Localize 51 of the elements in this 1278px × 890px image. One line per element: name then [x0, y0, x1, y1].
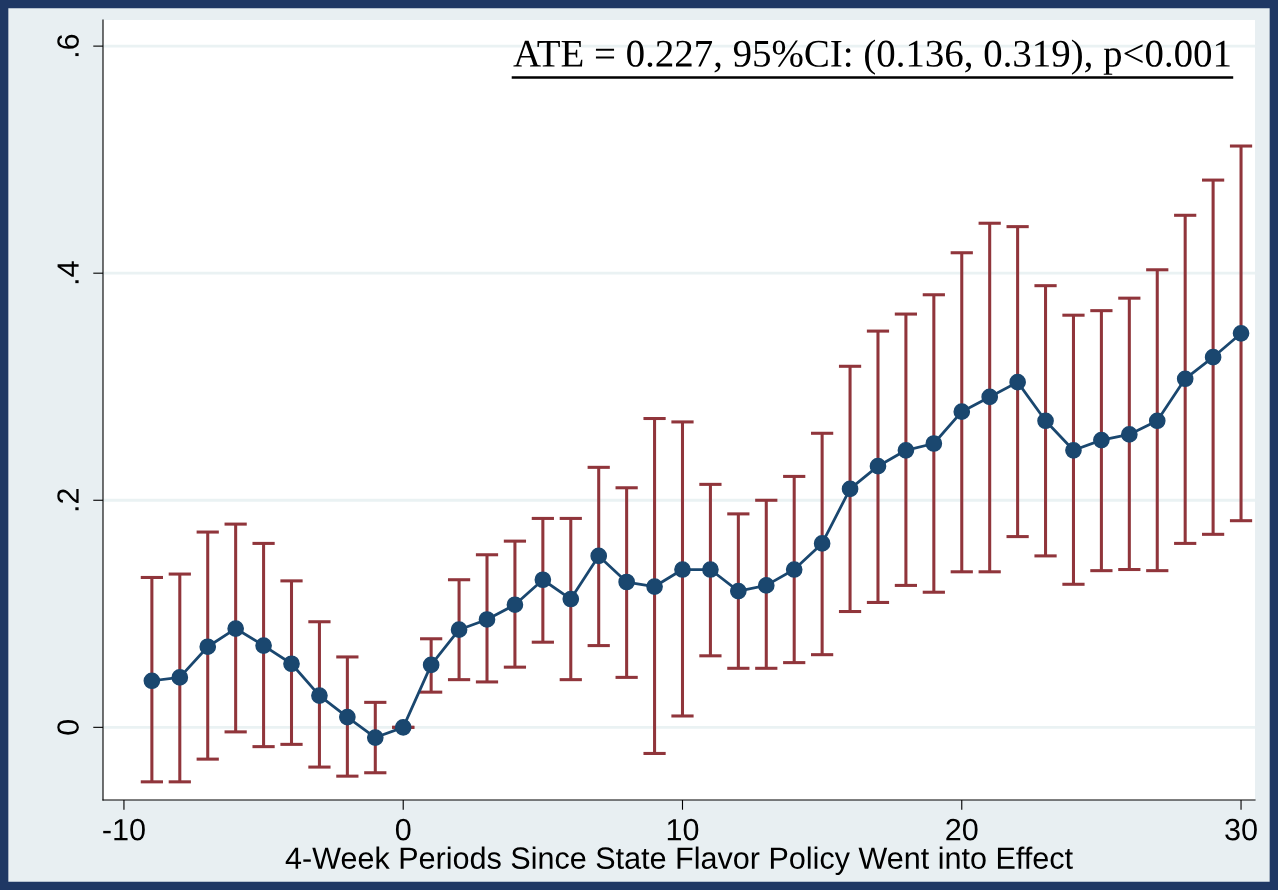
point [394, 719, 412, 736]
point [1065, 441, 1082, 459]
x-axis-title: 4-Week Periods Since State Flavor Policy Went into Effect [285, 846, 1073, 876]
point [730, 582, 747, 600]
annotation: ATE = 0.227, 95%CI: (0.136, 0.319), p<0.001 [513, 39, 1230, 75]
point [757, 577, 775, 594]
y-tick-label: 0 [57, 720, 79, 735]
point [702, 561, 719, 578]
point [813, 535, 831, 552]
point [339, 708, 356, 726]
point [1232, 325, 1250, 342]
point [925, 435, 943, 452]
x-tick-label: -10 [103, 818, 145, 841]
x-tick-label: 10 [667, 818, 699, 841]
y-tick-label: .6 [57, 34, 79, 57]
point [534, 571, 552, 589]
y-tick-label: .4 [57, 261, 79, 284]
point [1093, 431, 1110, 449]
point [1204, 348, 1222, 366]
point [646, 578, 663, 595]
point [227, 620, 244, 637]
point [897, 441, 915, 459]
point [366, 729, 384, 746]
point [1120, 426, 1138, 443]
point [1148, 412, 1166, 430]
x-tick-label: 30 [1225, 818, 1257, 841]
point [311, 687, 328, 704]
point [478, 611, 496, 628]
point [283, 655, 300, 673]
point [255, 637, 272, 654]
point [562, 590, 580, 608]
point [590, 547, 608, 565]
point [506, 596, 524, 614]
point [422, 656, 440, 674]
y-tick-label: .2 [57, 489, 79, 511]
point [618, 573, 635, 591]
x-tick-label: 20 [946, 818, 978, 841]
point [171, 669, 189, 686]
point [1037, 412, 1054, 430]
point [785, 561, 803, 578]
point [199, 638, 217, 656]
point [841, 480, 859, 498]
point [953, 403, 971, 421]
point [143, 672, 161, 690]
x-tick-label: 0 [395, 818, 411, 841]
point [450, 621, 468, 639]
point [869, 457, 887, 475]
point [1176, 370, 1194, 388]
point [981, 388, 999, 406]
point [1009, 373, 1026, 391]
point [674, 561, 691, 578]
